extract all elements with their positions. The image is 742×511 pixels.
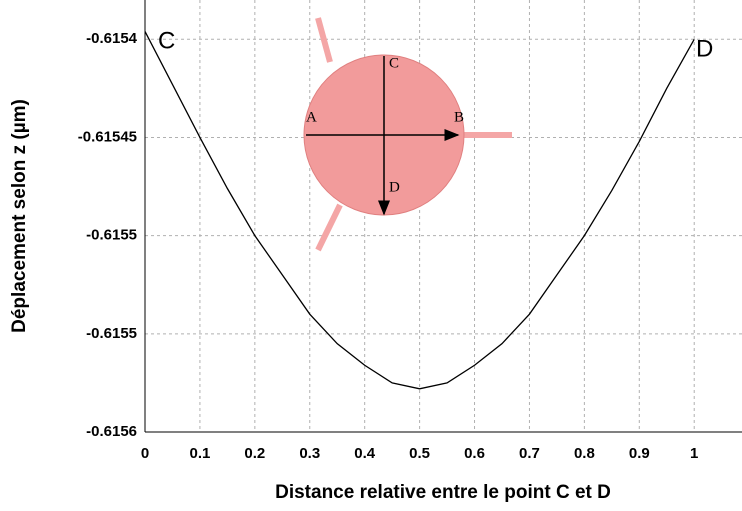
x-tick-label: 0.5 bbox=[409, 445, 430, 462]
inset-label: B bbox=[454, 109, 464, 125]
y-tick-label: -0.6155 bbox=[86, 325, 137, 342]
inset-label: A bbox=[306, 109, 317, 125]
x-tick-label: 0 bbox=[141, 445, 149, 462]
y-tick-label: -0.6156 bbox=[86, 423, 137, 440]
x-tick-label: 0.7 bbox=[519, 445, 540, 462]
x-tick-label: 0.3 bbox=[299, 445, 320, 462]
x-axis-title: Distance relative entre le point C et D bbox=[275, 482, 611, 503]
y-axis-title: Déplacement selon z (µm) bbox=[9, 99, 30, 333]
x-tick-label: 1 bbox=[690, 445, 698, 462]
x-tick-label: 0.6 bbox=[464, 445, 485, 462]
y-tick-label: -0.6154 bbox=[86, 30, 138, 47]
inset-diagram: A B C D bbox=[303, 17, 512, 252]
y-tick-label: -0.6155 bbox=[86, 227, 137, 244]
annotation: D bbox=[696, 35, 713, 62]
x-tick-label: 0.1 bbox=[189, 445, 210, 462]
y-tick-label: -0.61545 bbox=[78, 128, 137, 145]
x-tick-label: 0.4 bbox=[354, 445, 376, 462]
x-tick-label: 0.2 bbox=[244, 445, 265, 462]
inset-label: D bbox=[389, 179, 400, 195]
x-tick-label: 0.9 bbox=[629, 445, 650, 462]
inset-label: C bbox=[389, 55, 399, 71]
x-tick-label: 0.8 bbox=[574, 445, 595, 462]
line bbox=[144, 31, 695, 390]
annotation: C bbox=[158, 27, 175, 54]
